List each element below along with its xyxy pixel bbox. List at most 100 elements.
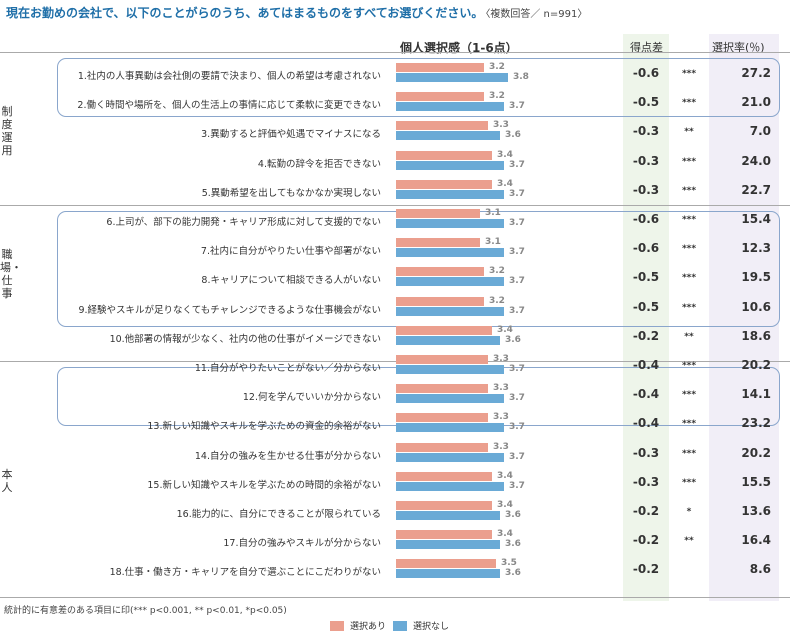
value-label-not-selected: 3.6 bbox=[505, 568, 521, 579]
score-diff: -0.4 bbox=[632, 416, 660, 431]
bar-not-selected bbox=[396, 277, 504, 287]
bar-not-selected bbox=[396, 365, 504, 374]
bar-selected bbox=[396, 501, 492, 510]
bar-selected bbox=[396, 238, 480, 248]
value-label-selected: 3.3 bbox=[493, 354, 509, 364]
selection-rate: 14.1 bbox=[741, 387, 771, 402]
value-label-not-selected: 3.7 bbox=[509, 188, 525, 199]
bar-selected bbox=[396, 267, 484, 277]
bar-not-selected bbox=[396, 569, 500, 579]
significance-mark: *** bbox=[681, 215, 697, 225]
header-main: 個人選択感（1-6点） bbox=[400, 41, 518, 55]
bar-not-selected bbox=[396, 102, 504, 112]
value-label-selected: 3.4 bbox=[497, 500, 513, 510]
selection-rate: 15.5 bbox=[741, 474, 771, 489]
value-label-selected: 3.3 bbox=[493, 383, 509, 394]
bar-selected bbox=[396, 384, 488, 394]
row-label: 17.自分の強みやスキルが分からない bbox=[223, 538, 381, 550]
significance-mark: *** bbox=[681, 302, 697, 313]
selection-rate: 21.0 bbox=[741, 95, 771, 110]
value-label-not-selected: 3.7 bbox=[509, 218, 525, 228]
score-diff: -0.2 bbox=[632, 562, 660, 577]
value-label-not-selected: 3.6 bbox=[505, 510, 521, 520]
bar-not-selected bbox=[396, 335, 500, 345]
legend-label-no: 選択なし bbox=[413, 622, 450, 632]
value-label-selected: 3.3 bbox=[493, 120, 509, 131]
bar-selected bbox=[396, 442, 488, 452]
legend-label-yes: 選択あり bbox=[350, 622, 387, 632]
value-label-selected: 3.2 bbox=[489, 91, 505, 102]
value-label-selected: 3.1 bbox=[485, 208, 501, 218]
legend-swatch-no bbox=[393, 620, 407, 631]
significance-mark: *** bbox=[681, 69, 697, 79]
value-label-selected: 3.2 bbox=[489, 62, 505, 72]
value-label-selected: 3.4 bbox=[497, 470, 513, 481]
legend-item-yes: 選択あり bbox=[330, 619, 386, 632]
value-label-not-selected: 3.7 bbox=[509, 305, 525, 316]
row-label: 1.社内の人事異動は会社側の要請で決まり、個人の希望は考慮されない bbox=[77, 71, 381, 82]
header-separator bbox=[0, 52, 790, 53]
selection-rate: 27.2 bbox=[741, 66, 771, 80]
selection-rate: 19.5 bbox=[741, 270, 771, 285]
bar-not-selected bbox=[396, 219, 504, 228]
selection-rate: 13.6 bbox=[741, 504, 771, 518]
highlight-box-group-1 bbox=[57, 58, 780, 117]
significance-mark: *** bbox=[681, 98, 697, 109]
bar-not-selected bbox=[396, 131, 500, 141]
row-label: 7.社内に自分がやりたい仕事や部署がない bbox=[200, 246, 381, 258]
bar-selected bbox=[396, 209, 480, 218]
row-label: 6.上司が、部下の能力開発・キャリア形成に対して支援的でない bbox=[106, 217, 381, 228]
score-diff: -0.6 bbox=[632, 212, 660, 226]
value-label-selected: 3.3 bbox=[493, 412, 509, 423]
score-diff: -0.5 bbox=[632, 95, 660, 110]
value-label-selected: 3.4 bbox=[497, 178, 513, 189]
score-diff: -0.3 bbox=[632, 153, 660, 168]
title-note: 〈複数回答／ n=991〉 bbox=[485, 9, 588, 20]
bottom-separator bbox=[0, 597, 790, 598]
significance-mark: *** bbox=[681, 185, 697, 196]
value-label-selected: 3.4 bbox=[497, 324, 513, 335]
value-label-not-selected: 3.7 bbox=[509, 393, 525, 404]
row-label: 13.新しい知識やスキルを学ぶための資金的余裕がない bbox=[147, 421, 381, 433]
row-label: 11.自分がやりたいことがない／分からない bbox=[194, 363, 381, 374]
value-label-not-selected: 3.8 bbox=[513, 72, 529, 82]
bar-selected bbox=[396, 121, 488, 131]
bar-not-selected bbox=[396, 452, 504, 462]
value-label-selected: 3.1 bbox=[485, 237, 501, 248]
value-label-not-selected: 3.7 bbox=[509, 364, 525, 374]
legend-item-no: 選択なし bbox=[393, 619, 449, 632]
score-diff: -0.3 bbox=[632, 474, 660, 489]
significance-mark: *** bbox=[681, 361, 697, 371]
rate-column-background bbox=[709, 34, 779, 601]
selection-rate: 20.2 bbox=[741, 445, 771, 460]
value-label-selected: 3.2 bbox=[489, 266, 505, 277]
value-label-not-selected: 3.6 bbox=[505, 334, 521, 345]
selection-rate: 23.2 bbox=[741, 416, 771, 431]
header-rate: 選択率(％) bbox=[712, 41, 765, 54]
significance-mark: * bbox=[686, 507, 692, 517]
row-label: 12.何を学んでいいか分からない bbox=[242, 392, 381, 404]
significance-mark: *** bbox=[681, 448, 697, 459]
bar-selected bbox=[396, 559, 496, 569]
row-label: 15.新しい知識やスキルを学ぶための時間的余裕がない bbox=[147, 479, 381, 491]
title-text: 現在お勤めの会社で、以下のことがらのうち、あてはまるものをすべてお選びください。 bbox=[6, 6, 484, 20]
selection-rate: 16.4 bbox=[741, 533, 771, 548]
bar-selected bbox=[396, 179, 492, 189]
selection-rate: 8.6 bbox=[749, 562, 771, 577]
bar-selected bbox=[396, 325, 492, 335]
value-label-selected: 3.4 bbox=[497, 529, 513, 540]
row-label: 2.働く時間や場所を、個人の生活上の事情に応じて柔軟に変更できない bbox=[77, 100, 381, 112]
value-label-selected: 3.3 bbox=[493, 441, 509, 452]
group-separator-1 bbox=[0, 205, 790, 206]
significance-mark: *** bbox=[681, 390, 697, 401]
selection-rate: 24.0 bbox=[741, 153, 771, 168]
score-diff: -0.3 bbox=[632, 124, 660, 139]
significance-mark: *** bbox=[681, 477, 697, 488]
row-label: 8.キャリアについて相談できる人がいない bbox=[201, 275, 381, 287]
value-label-not-selected: 3.7 bbox=[509, 247, 525, 258]
score-diff: -0.2 bbox=[632, 328, 660, 343]
chart-title: 現在お勤めの会社で、以下のことがらのうち、あてはまるものをすべてお選びください。… bbox=[6, 4, 587, 21]
value-label-not-selected: 3.6 bbox=[505, 539, 521, 550]
bar-not-selected bbox=[396, 423, 504, 433]
bar-selected bbox=[396, 530, 492, 540]
